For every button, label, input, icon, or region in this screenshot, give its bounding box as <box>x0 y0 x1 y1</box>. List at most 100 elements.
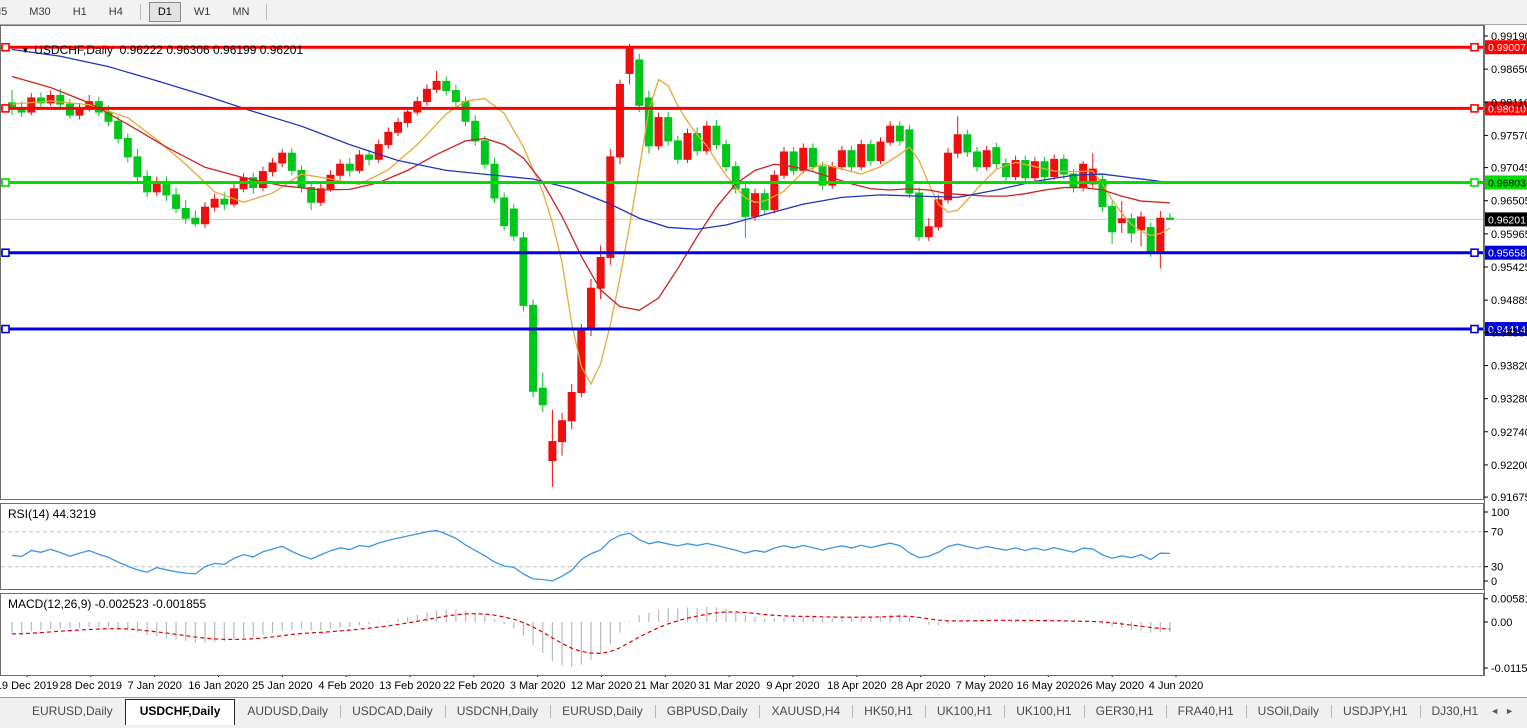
price-tag <box>1485 322 1527 337</box>
symbol-tab-dj30-h1[interactable]: DJ30,H1 <box>1419 700 1491 723</box>
symbol-tab-usoil-daily[interactable]: USOil,Daily <box>1245 700 1331 723</box>
price-tag-text: 0.98010 <box>1488 103 1526 115</box>
macd-signal-line <box>11 611 1171 654</box>
tab-scroll-right-icon[interactable]: ► <box>1505 706 1521 716</box>
toolbar-separator <box>139 4 141 20</box>
candle-bullish <box>953 134 962 154</box>
price-axis-tick: 0.94360 <box>1491 327 1527 339</box>
candle-bearish <box>915 192 924 238</box>
symbol-tab-hk50-h1[interactable]: HK50,H1 <box>852 700 925 723</box>
fast-ma-line <box>11 78 1171 386</box>
timeframe-toolbar: M5 M30 H1 H4 D1 W1 MN <box>0 0 1527 25</box>
candle-bullish <box>625 47 634 74</box>
price-axis: 0.99190 0.98650 0.98110 0.97570 0.97045 0.965… <box>1484 31 1527 504</box>
candle-bullish <box>615 83 624 158</box>
symbol-tab-uk100-h1[interactable]: UK100,H1 <box>924 700 1004 723</box>
candle-bullish <box>770 174 779 211</box>
candle-bullish <box>837 150 846 168</box>
candle-bearish <box>471 120 480 142</box>
symbol-tab-eurusd-daily[interactable]: EURUSD,Daily <box>32 704 113 718</box>
candlesticks <box>8 43 1174 487</box>
price-tag-text: 0.94414 <box>1488 324 1526 336</box>
date-axis-label: 4 Feb 2020 <box>318 680 374 692</box>
candle-bullish <box>567 391 576 422</box>
symbol-tab-uk100-h1[interactable]: UK100,H1 <box>1004 700 1083 723</box>
candle-bullish <box>751 193 760 217</box>
symbol-tab-usdcad-daily[interactable]: USDCAD,Daily <box>340 700 445 723</box>
timeframe-button-mn[interactable]: MN <box>232 6 250 18</box>
timeframe-button-d1[interactable]: D1 <box>148 2 181 22</box>
price-tag <box>1485 175 1527 190</box>
candle-bearish <box>712 125 721 146</box>
candle-bearish <box>1001 163 1010 178</box>
candle-bearish <box>808 147 817 168</box>
candle-bullish <box>210 198 219 208</box>
price-tag <box>1485 101 1527 116</box>
timeframe-button-m30[interactable]: M30 <box>29 6 51 18</box>
candle-bearish <box>114 120 123 139</box>
object-hline-0.95658[interactable]: 0.95658 <box>1 245 1527 260</box>
symbol-tab-fra40-h1[interactable]: FRA40,H1 <box>1165 700 1246 723</box>
hline-anchor-marker <box>1470 178 1479 187</box>
candle-bearish <box>973 151 981 168</box>
timeframe-button-h4[interactable]: H4 <box>108 6 123 18</box>
symbol-tab-ger30-h1[interactable]: GER30,H1 <box>1083 700 1166 723</box>
tab-scroll-left-icon[interactable]: ◄ <box>1490 706 1506 716</box>
hline-anchor-marker <box>1 104 10 113</box>
candle-bullish <box>46 95 55 104</box>
candle-bearish <box>963 134 972 153</box>
toolbar-separator <box>266 4 268 20</box>
object-hline-0.99007[interactable]: 0.99007 <box>1 40 1527 55</box>
chart-dropdown-icon[interactable]: ▼ <box>21 46 30 55</box>
candle-bearish <box>847 150 856 168</box>
rsi-indicator-label: RSI(14) 44.3219 <box>8 507 97 521</box>
timeframe-button-w1[interactable]: W1 <box>193 6 211 18</box>
candle-bullish <box>558 420 567 443</box>
symbol-tab-gbpusd-daily[interactable]: GBPUSD,Daily <box>654 700 760 723</box>
candle-bearish <box>664 117 673 142</box>
candle-bearish <box>529 304 538 392</box>
rsi-pane[interactable]: 100 70 30 0 <box>1 507 1509 588</box>
date-axis-label: 28 Dec 2019 <box>59 680 123 692</box>
timeframe-button-m5[interactable]: M5 <box>0 6 8 18</box>
object-hline-0.94414[interactable]: 0.94414 <box>1 322 1527 337</box>
current-price-tag: 0.96201 <box>1485 212 1527 227</box>
object-hline-0.96803[interactable]: 0.96803 <box>1 175 1527 190</box>
object-hline-0.98010[interactable]: 0.98010 <box>1 101 1527 116</box>
candle-bullish <box>394 122 402 133</box>
chart-title: ▼ USDCHF,Daily 0.96222 0.96306 0.96199 0.… <box>8 29 303 71</box>
date-axis-label: 4 Jun 2020 <box>1148 680 1204 692</box>
candle-bullish <box>799 147 808 171</box>
price-axis-tick: 0.94885 <box>1491 295 1527 307</box>
symbol-tab-audusd-daily[interactable]: AUDUSD,Daily <box>247 704 329 718</box>
candle-bearish <box>451 90 460 103</box>
date-axis-label: 7 May 2020 <box>955 680 1014 692</box>
hline-anchor-marker <box>1 178 10 187</box>
macd-pane[interactable]: 0.005818 0.00 -0.01151 <box>11 594 1527 675</box>
date-axis-label: 12 Mar 2020 <box>570 680 633 692</box>
symbol-tab-eurusd-daily[interactable]: EURUSD,Daily <box>550 700 655 723</box>
candle-bullish <box>857 144 866 168</box>
candle-bullish <box>336 163 345 176</box>
date-axis-label: 22 Feb 2020 <box>442 680 505 692</box>
candle-bearish <box>693 133 702 152</box>
candle-bearish <box>1021 160 1030 179</box>
symbol-tab-usdcnh-daily[interactable]: USDCNH,Daily <box>444 700 550 723</box>
candle-bullish <box>229 188 238 205</box>
candle-bearish <box>519 237 528 306</box>
symbol-tab-usdchf-daily[interactable]: USDCHF,Daily <box>124 699 236 725</box>
symbol-tab-bar: EURUSD,Daily USDCHF,Daily AUDUSD,Daily USDC… <box>0 697 1527 728</box>
candle-bearish <box>1108 206 1117 233</box>
candle-bearish <box>181 207 190 219</box>
price-tag-text: 0.96803 <box>1488 177 1526 189</box>
symbol-tab-xauusd-h4[interactable]: XAUUSD,H4 <box>759 700 852 723</box>
symbol-tab-usdjpy-h1[interactable]: USDJPY,H1 <box>1331 700 1419 723</box>
candle-bearish <box>866 144 875 162</box>
timeframe-button-h1[interactable]: H1 <box>72 6 87 18</box>
candle-bullish <box>413 101 422 113</box>
price-axis-tick: 0.95425 <box>1491 262 1527 274</box>
horizontal-lines[interactable]: 0.99007 0.98010 0.96803 0.95658 0.94414 <box>1 40 1527 337</box>
candle-bearish <box>1146 226 1155 254</box>
candle-bearish <box>741 188 750 217</box>
